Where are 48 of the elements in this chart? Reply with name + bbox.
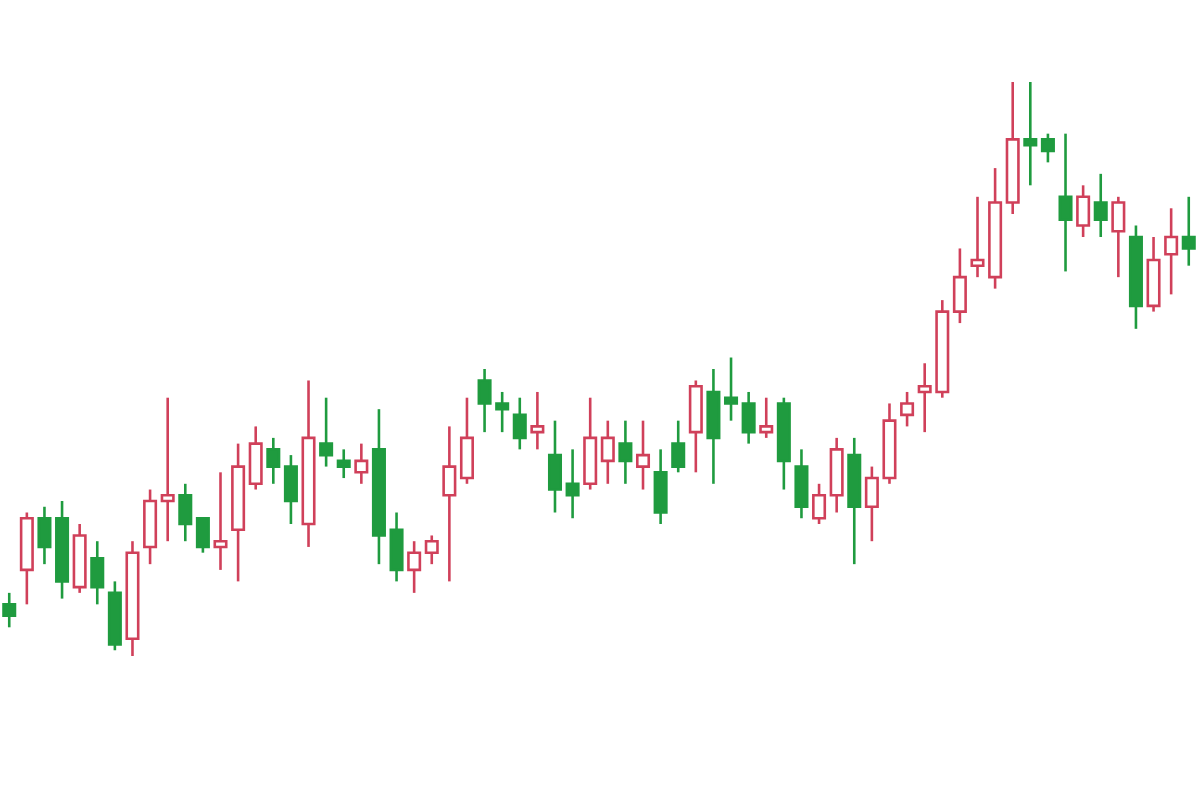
candlestick bbox=[671, 419, 686, 474]
candlestick bbox=[952, 247, 967, 325]
candlestick bbox=[829, 436, 844, 514]
candlestick bbox=[2, 591, 17, 629]
candlestick bbox=[759, 396, 774, 440]
candlestick bbox=[530, 390, 545, 451]
candlestick bbox=[424, 534, 439, 566]
candlestick bbox=[1111, 195, 1126, 279]
candlestick bbox=[248, 425, 263, 491]
candlestick bbox=[1164, 206, 1179, 296]
candlestick bbox=[812, 482, 827, 526]
candlestick bbox=[1058, 132, 1073, 273]
candlestick bbox=[1181, 195, 1196, 267]
candlestick bbox=[706, 367, 721, 486]
candlestick bbox=[319, 396, 334, 468]
candlestick bbox=[688, 379, 703, 474]
candlestick bbox=[442, 425, 457, 583]
candlestick bbox=[195, 516, 210, 554]
candlestick bbox=[407, 539, 422, 595]
candlestick bbox=[583, 396, 598, 491]
candlestick bbox=[143, 488, 158, 566]
candlestick bbox=[283, 453, 298, 526]
candlestick bbox=[1076, 184, 1091, 239]
candlestick bbox=[600, 419, 615, 486]
candlestick bbox=[794, 448, 809, 520]
candlestick bbox=[741, 390, 756, 445]
candlestick bbox=[653, 448, 668, 526]
candlestick bbox=[213, 471, 228, 572]
candlestick bbox=[90, 539, 105, 606]
candlestick bbox=[1093, 172, 1108, 239]
candlestick bbox=[512, 396, 527, 451]
candlestick bbox=[1146, 235, 1161, 313]
candlestick bbox=[178, 482, 193, 543]
candlestick bbox=[635, 419, 651, 491]
candlestick bbox=[266, 436, 281, 486]
candlestick bbox=[565, 448, 580, 520]
candlestick bbox=[724, 356, 739, 422]
candlestick bbox=[618, 419, 633, 486]
candlestick bbox=[336, 448, 351, 480]
candlestick bbox=[354, 442, 369, 486]
candlestick bbox=[1040, 132, 1055, 164]
candlestick bbox=[160, 396, 175, 543]
candlestick bbox=[459, 396, 474, 486]
candlestick bbox=[389, 511, 404, 583]
candlestick bbox=[547, 419, 563, 514]
candlestick bbox=[1023, 80, 1038, 187]
candlestick bbox=[37, 505, 52, 566]
candlestick bbox=[900, 390, 915, 428]
